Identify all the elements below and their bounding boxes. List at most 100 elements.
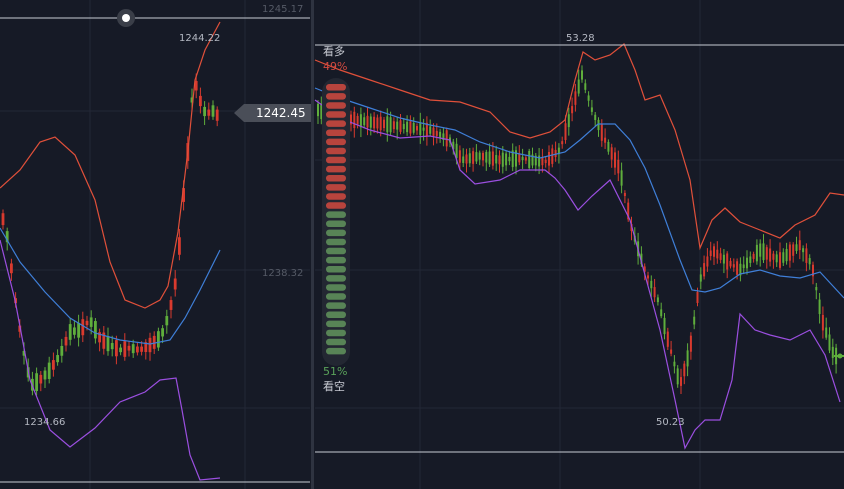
candle [77, 322, 80, 338]
candle [597, 119, 600, 131]
right-upper-band-line [314, 43, 844, 251]
candle [610, 147, 613, 160]
bull-segment [326, 165, 346, 173]
candle [759, 243, 762, 257]
candle [577, 79, 580, 94]
circle-handle-icon[interactable] [117, 9, 135, 27]
candle [439, 131, 442, 139]
candle [798, 240, 801, 251]
candle [660, 309, 663, 317]
candle [478, 152, 481, 160]
candle [505, 153, 508, 166]
candle [732, 264, 735, 268]
candle [127, 345, 131, 351]
bear-segment [326, 347, 346, 355]
candle [828, 334, 831, 351]
candle [495, 155, 498, 164]
candle [554, 149, 557, 158]
bull-segment [326, 147, 346, 155]
candle [670, 349, 673, 354]
candle [831, 346, 834, 358]
right-high-label: 53.28 [566, 33, 595, 44]
bear-segment [326, 266, 346, 273]
candle [412, 122, 415, 133]
candle [564, 123, 567, 141]
candle [683, 363, 686, 377]
candle [703, 263, 706, 277]
candle [115, 340, 118, 357]
candle [98, 332, 101, 343]
candle [102, 332, 106, 349]
candle [458, 150, 461, 163]
bull-segment [326, 84, 346, 91]
bear-segment [326, 211, 346, 218]
current-candle-marker-icon [834, 353, 844, 359]
candle [60, 345, 64, 356]
candle [726, 253, 729, 270]
candle [498, 155, 501, 165]
candle [815, 287, 818, 291]
candle [389, 117, 392, 133]
bear-segment [326, 311, 346, 318]
candle [485, 151, 488, 163]
candle [429, 126, 432, 134]
candle [482, 152, 484, 161]
candle [653, 287, 656, 298]
candle [422, 127, 425, 131]
candle [131, 344, 135, 354]
right-candles [317, 65, 838, 395]
bull-percent: 49% [323, 60, 347, 73]
candle [656, 297, 659, 303]
right-chart-panel: 53.28 50.23 [314, 0, 844, 489]
candle [425, 122, 428, 137]
candle [376, 117, 379, 129]
candle [402, 123, 405, 130]
candle [557, 147, 560, 155]
candle [795, 244, 798, 251]
candle [752, 253, 755, 259]
right-low-label: 50.23 [656, 417, 685, 428]
left-upper-band-line [0, 21, 221, 309]
candle [199, 95, 202, 107]
candle [762, 243, 765, 261]
candle [5, 231, 9, 243]
candle [699, 274, 702, 282]
candle [416, 126, 418, 131]
candle [475, 152, 478, 162]
candle [1, 213, 5, 226]
candle [746, 257, 748, 269]
candle [359, 114, 362, 128]
candle [81, 319, 85, 336]
candle [782, 252, 785, 263]
candle [161, 328, 164, 337]
candle [729, 260, 732, 267]
candle [10, 263, 13, 274]
candle [85, 320, 89, 326]
candle [508, 156, 511, 162]
candle [676, 368, 679, 385]
left-axis-label-mid: 1238.32 [262, 268, 303, 279]
candle [749, 256, 752, 263]
candle [594, 114, 597, 121]
bear-segment [326, 275, 346, 282]
candle [666, 331, 669, 347]
candle [35, 373, 38, 392]
candle [465, 154, 468, 164]
candle [693, 316, 696, 325]
candle [524, 157, 527, 161]
candle [765, 247, 768, 260]
candle [435, 130, 438, 136]
candle [541, 157, 544, 166]
candle [194, 81, 198, 91]
bull-segment [326, 129, 346, 136]
candle [157, 331, 160, 348]
candle [821, 314, 824, 331]
bear-segment [326, 229, 346, 237]
candle [755, 244, 758, 262]
left-chart-panel: 1245.17 1238.32 1244.22 1234.66 1242.45 [0, 0, 312, 489]
candle [614, 152, 616, 168]
candle [119, 347, 122, 353]
bear-segment [326, 284, 346, 291]
bull-segment [326, 93, 346, 100]
